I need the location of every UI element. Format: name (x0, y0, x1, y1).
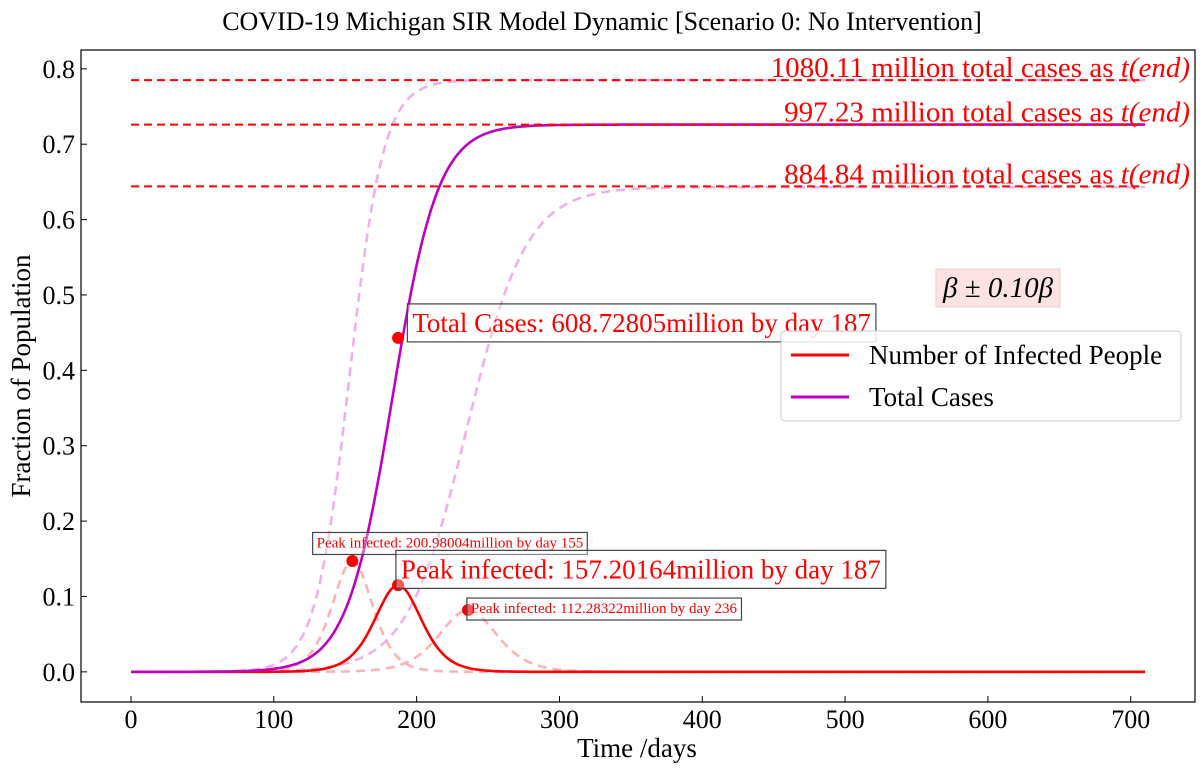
axes: 0 100 200 300 400 500 600 700 0.0 0.1 0.2 0.3 0.4 0.5… (43, 49, 1196, 734)
x-tick-label: 300 (540, 705, 579, 734)
peak-marker-2 (462, 604, 475, 617)
x-tick-label: 700 (1111, 705, 1150, 734)
y-tick-label: 0.0 (43, 658, 76, 687)
annotation-text-1: Peak infected: 157.20164million by day 1… (401, 554, 881, 584)
x-axis-label: Time /days (577, 733, 697, 763)
y-tick-label: 0.2 (43, 507, 76, 536)
y-axis-label: Fraction of Population (6, 254, 36, 497)
legend: Number of Infected People Total Cases (780, 330, 1182, 422)
x-tick-label: 600 (968, 705, 1007, 734)
annotation-text-0: Peak infected: 200.98004million by day 1… (317, 535, 584, 551)
y-tick-label: 0.4 (43, 356, 76, 385)
y-tick-label: 0.3 (43, 432, 76, 461)
annotation-box-1 (395, 549, 887, 589)
annotation-1: Peak infected: 157.20164million by day 1… (395, 549, 887, 589)
reference-label-2: 884.84 million total cases as t(end) (784, 158, 1190, 190)
x-tick-label: 500 (826, 705, 865, 734)
beta-label-box (935, 268, 1061, 308)
legend-box (780, 330, 1182, 422)
peak-marker-0 (346, 555, 359, 568)
annotation-2: Peak infected: 112.28322million by day 2… (466, 597, 743, 621)
chart-title: COVID-19 Michigan SIR Model Dynamic [Sce… (222, 7, 982, 36)
plot-frame (80, 49, 1196, 703)
y-tick-label: 0.6 (43, 206, 76, 235)
x-tick-label: 400 (683, 705, 722, 734)
reference-lines: 1080.11 million total cases as t(end) 997… (130, 52, 1190, 190)
y-tick-label: 0.7 (43, 130, 76, 159)
annotation-0: Peak infected: 200.98004million by day 1… (312, 531, 588, 556)
x-tick-label: 100 (254, 705, 293, 734)
legend-label-total: Total Cases (869, 382, 994, 412)
y-tick-label: 0.5 (43, 281, 76, 310)
beta-label-text: β ± 0.10β (942, 272, 1054, 304)
annotation-box-0 (312, 531, 588, 556)
x-tick-label: 200 (397, 705, 436, 734)
y-tick-label: 0.8 (43, 55, 76, 84)
y-tick-label: 0.1 (43, 582, 76, 611)
peak-marker-3 (392, 331, 405, 344)
infected-line (131, 583, 1145, 674)
x-tick-label: 0 (124, 705, 137, 734)
annotation-box-2 (466, 597, 743, 621)
beta-label: β ± 0.10β (935, 268, 1061, 308)
reference-label-0: 1080.11 million total cases as t(end) (771, 52, 1190, 84)
legend-label-infected: Number of Infected People (869, 340, 1162, 370)
reference-label-1: 997.23 million total cases as t(end) (784, 97, 1190, 129)
annotation-text-2: Peak infected: 112.28322million by day 2… (471, 601, 738, 617)
